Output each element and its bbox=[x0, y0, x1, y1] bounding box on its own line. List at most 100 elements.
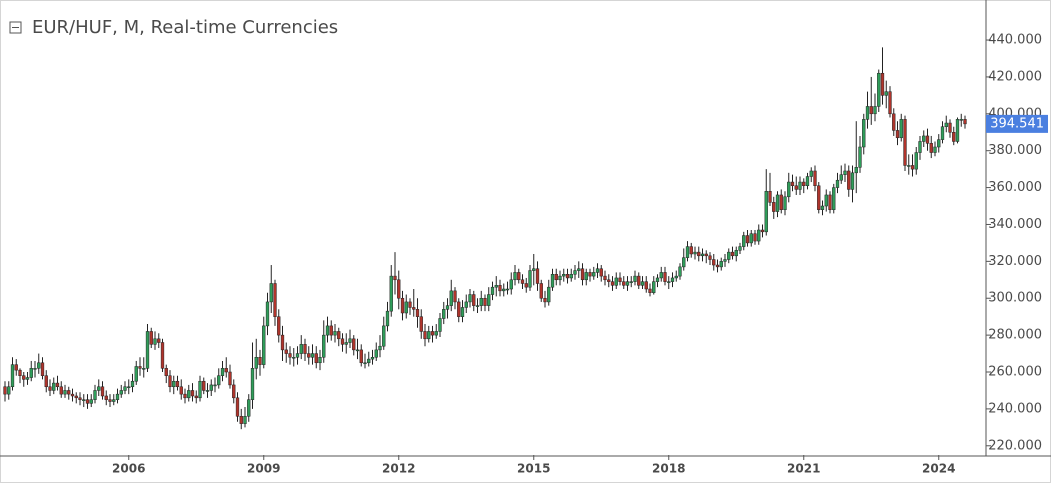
candle-body bbox=[865, 106, 870, 120]
candle-body bbox=[745, 235, 750, 244]
candle-body bbox=[479, 297, 483, 306]
y-tick-label: 260.000 bbox=[988, 365, 1042, 380]
candle-body bbox=[708, 255, 712, 260]
candle-body bbox=[273, 283, 277, 317]
candle-body bbox=[595, 268, 600, 273]
candle-body bbox=[112, 399, 116, 402]
candle-body bbox=[584, 272, 588, 281]
candle-body bbox=[397, 279, 401, 299]
candle-body bbox=[873, 106, 877, 115]
candle-body bbox=[123, 386, 127, 391]
candle-body bbox=[10, 364, 15, 388]
y-tick-label: 300.000 bbox=[988, 291, 1042, 306]
candle-body bbox=[757, 229, 761, 242]
candle-body bbox=[712, 259, 716, 266]
candle-body bbox=[59, 386, 63, 395]
candle-body bbox=[929, 143, 933, 153]
candle-body bbox=[318, 357, 322, 364]
candle-body bbox=[434, 331, 438, 336]
candle-body bbox=[25, 377, 30, 380]
candle-body bbox=[85, 399, 90, 404]
candle-body bbox=[588, 272, 592, 277]
candle-body bbox=[292, 357, 296, 359]
candle-body bbox=[104, 395, 108, 400]
candle-body bbox=[790, 181, 795, 186]
candle-body bbox=[337, 331, 341, 340]
candle-body bbox=[202, 380, 206, 391]
candle-body bbox=[730, 251, 735, 257]
candle-body bbox=[472, 294, 476, 306]
candle-body bbox=[280, 334, 285, 351]
candle-body bbox=[697, 251, 701, 257]
candle-body bbox=[22, 375, 26, 380]
candle-body bbox=[400, 297, 405, 314]
y-tick-label: 280.000 bbox=[988, 328, 1042, 343]
candle-body bbox=[550, 274, 555, 288]
collapse-icon[interactable] bbox=[9, 21, 22, 34]
candle-body bbox=[168, 375, 172, 388]
candle-body bbox=[153, 338, 157, 345]
candle-body bbox=[798, 181, 802, 190]
y-tick-label: 240.000 bbox=[988, 401, 1042, 416]
candle-body bbox=[295, 353, 300, 358]
candle-body bbox=[753, 233, 757, 242]
candle-body bbox=[622, 281, 626, 286]
y-tick-label: 360.000 bbox=[988, 180, 1042, 195]
candle-body bbox=[445, 305, 450, 310]
candle-body bbox=[258, 357, 262, 365]
candle-body bbox=[67, 390, 71, 395]
candle-body bbox=[618, 277, 622, 282]
candle-body bbox=[385, 310, 390, 327]
candle-body bbox=[918, 141, 922, 153]
candle-body bbox=[644, 281, 648, 290]
candle-body bbox=[524, 283, 528, 288]
candle-body bbox=[269, 283, 273, 303]
candle-body bbox=[599, 268, 603, 277]
candle-body bbox=[138, 366, 142, 369]
x-tick-label: 2009 bbox=[247, 462, 280, 476]
candle-body bbox=[430, 331, 435, 336]
candle-body bbox=[419, 316, 423, 332]
candle-body bbox=[460, 307, 465, 317]
candle-body bbox=[250, 368, 255, 400]
candle-body bbox=[74, 395, 78, 399]
candle-body bbox=[738, 246, 742, 251]
candle-body bbox=[532, 268, 536, 271]
candle-body bbox=[678, 266, 682, 277]
last-price-label: 394.541 bbox=[990, 116, 1044, 131]
candle-body bbox=[18, 369, 22, 376]
candle-body bbox=[299, 344, 303, 354]
candle-body bbox=[610, 281, 615, 286]
candle-body bbox=[715, 264, 720, 268]
candle-body bbox=[164, 368, 168, 376]
candle-body bbox=[265, 301, 270, 327]
candle-body bbox=[209, 384, 213, 391]
candle-body bbox=[835, 179, 840, 188]
candle-body bbox=[33, 368, 37, 370]
candle-body bbox=[922, 135, 926, 142]
candle-body bbox=[802, 181, 806, 186]
candle-body bbox=[442, 309, 446, 319]
candle-body bbox=[224, 368, 228, 373]
candle-body bbox=[198, 380, 202, 399]
candle-body bbox=[389, 275, 393, 312]
candle-body bbox=[899, 119, 903, 139]
candle-body bbox=[314, 353, 318, 364]
candle-body bbox=[895, 130, 900, 139]
candle-body bbox=[652, 281, 656, 293]
y-tick-label: 220.000 bbox=[988, 438, 1042, 453]
candle-body bbox=[933, 146, 937, 153]
candle-body bbox=[333, 331, 337, 336]
candle-body bbox=[648, 288, 652, 293]
candle-body bbox=[235, 397, 240, 417]
candle-body bbox=[963, 119, 967, 125]
candle-body bbox=[843, 170, 847, 175]
candle-body bbox=[505, 288, 510, 291]
candle-body bbox=[877, 72, 881, 107]
candle-body bbox=[685, 246, 690, 258]
candle-body bbox=[52, 382, 56, 391]
candle-body bbox=[689, 246, 693, 255]
candle-body bbox=[355, 349, 360, 352]
candle-body bbox=[93, 390, 97, 400]
candle-body bbox=[659, 272, 663, 279]
